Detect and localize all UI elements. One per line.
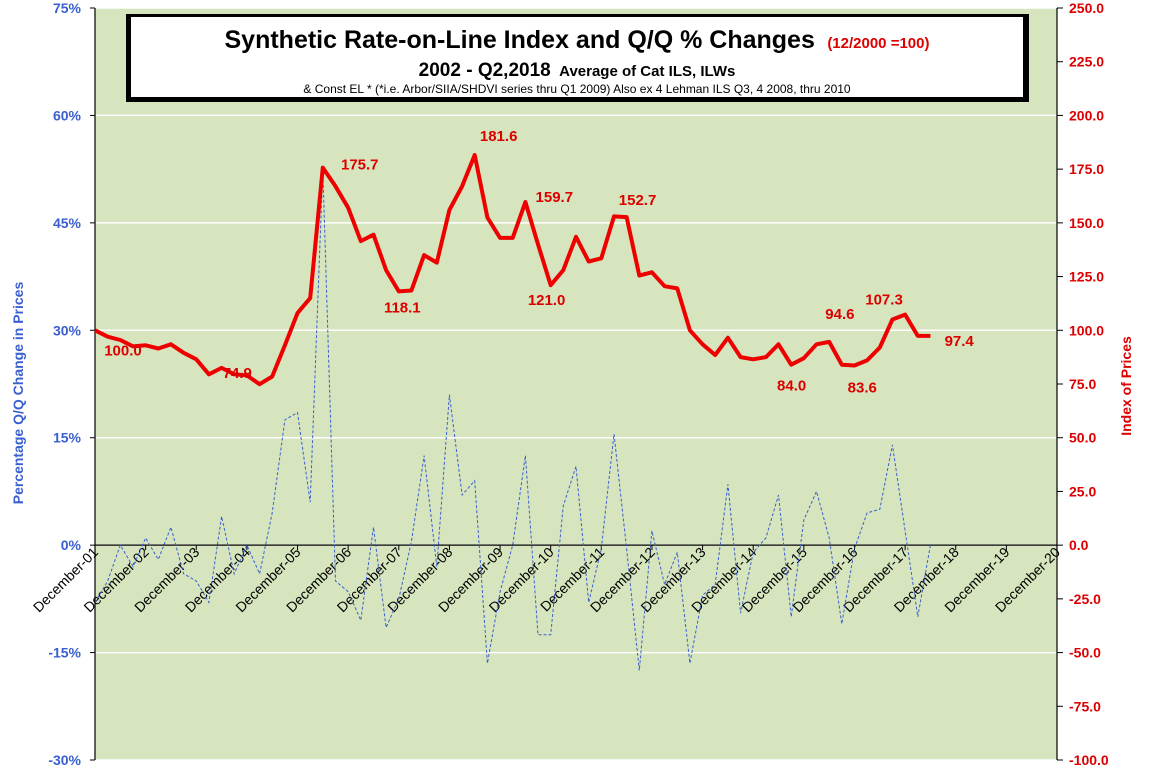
y-right-tick-label: 200.0 <box>1069 107 1104 123</box>
data-label: 107.3 <box>865 292 903 309</box>
data-label: 181.6 <box>480 128 518 145</box>
y-right-tick-label: 25.0 <box>1069 483 1096 499</box>
y-right-tick-label: -50.0 <box>1069 645 1101 661</box>
series-line-index <box>94 153 931 387</box>
y-right-tick-label: -25.0 <box>1069 591 1101 607</box>
series-layer <box>94 153 931 671</box>
y-left-tick-label: 0% <box>61 537 82 553</box>
y-axis-right: 250.0 225.0 200.0 175.0 150.0 125.0 100.0 75.0 5… <box>1056 0 1109 768</box>
y-axis-right-title: Index of Prices <box>1118 336 1134 436</box>
chart-title-box: Synthetic Rate-on-Line Index and Q/Q % C… <box>126 14 1029 102</box>
chart-note: & Const EL * (*i.e. Arbor/SIIA/SHDVI ser… <box>303 82 851 96</box>
y-right-tick-label: 75.0 <box>1069 376 1096 392</box>
data-label: 94.6 <box>825 306 854 323</box>
data-labels: 100.0 74.9 175.7 118.1 181.6 159.7 121.0 152.7 9… <box>104 128 974 397</box>
y-right-tick-label: 150.0 <box>1069 215 1104 231</box>
data-label: 159.7 <box>536 189 574 206</box>
y-left-tick-label: 60% <box>53 107 82 123</box>
y-axis-left-title: Percentage Q/Q Change in Prices <box>10 282 26 505</box>
y-right-tick-label: 125.0 <box>1069 269 1104 285</box>
data-label: 74.9 <box>223 365 252 382</box>
y-right-tick-label: 100.0 <box>1069 322 1104 338</box>
y-left-tick-label: 15% <box>53 430 82 446</box>
chart-title: Synthetic Rate-on-Line Index and Q/Q % C… <box>225 26 930 54</box>
data-label: 175.7 <box>341 157 379 174</box>
y-right-tick-label: -75.0 <box>1069 698 1101 714</box>
data-label: 100.0 <box>104 342 142 359</box>
y-right-tick-label: 0.0 <box>1069 537 1089 553</box>
y-right-tick-label: 225.0 <box>1069 54 1104 70</box>
plot-area <box>95 8 1057 760</box>
y-right-tick-label: 50.0 <box>1069 430 1096 446</box>
y-left-tick-label: 30% <box>53 322 82 338</box>
data-label: 97.4 <box>945 333 975 350</box>
data-label: 83.6 <box>848 380 877 397</box>
y-left-tick-label: 45% <box>53 215 82 231</box>
y-axis-left: 75% 60% 45% 30% 15% 0% -15% -30% <box>48 0 96 768</box>
data-label: 118.1 <box>384 299 421 316</box>
chart-subtitle: 2002 - Q2,2018 Average of Cat ILS, ILWs <box>419 60 736 81</box>
data-label: 152.7 <box>619 192 657 209</box>
series-line-qq-change <box>94 169 931 671</box>
y-left-tick-label: -30% <box>48 752 81 768</box>
y-left-tick-label: -15% <box>48 645 81 661</box>
y-right-tick-label: -100.0 <box>1069 752 1109 768</box>
y-right-tick-label: 175.0 <box>1069 161 1104 177</box>
data-label: 121.0 <box>528 292 566 309</box>
y-left-tick-label: 75% <box>53 0 82 16</box>
data-label: 84.0 <box>777 378 806 395</box>
y-right-tick-label: 250.0 <box>1069 0 1104 16</box>
title-box-fill <box>131 17 1023 97</box>
